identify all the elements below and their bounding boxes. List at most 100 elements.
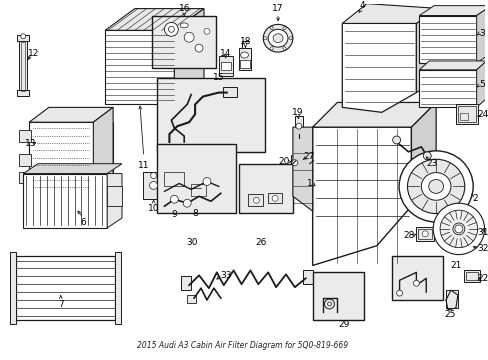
- Text: 14: 14: [220, 49, 231, 58]
- Text: 10: 10: [147, 204, 159, 213]
- Circle shape: [272, 195, 278, 201]
- Circle shape: [183, 199, 191, 207]
- Bar: [107, 186, 122, 206]
- Text: 4: 4: [359, 1, 364, 10]
- Text: 7: 7: [58, 301, 63, 310]
- Bar: [391, 256, 442, 300]
- Bar: [238, 48, 251, 70]
- Bar: [465, 273, 477, 280]
- Ellipse shape: [180, 23, 188, 28]
- Bar: [19, 130, 31, 142]
- Polygon shape: [419, 61, 486, 70]
- Polygon shape: [342, 4, 440, 23]
- Bar: [10, 252, 16, 324]
- Ellipse shape: [398, 151, 472, 222]
- Ellipse shape: [263, 24, 292, 52]
- Text: 16: 16: [178, 4, 189, 13]
- Polygon shape: [419, 6, 488, 15]
- Bar: [238, 164, 292, 213]
- Text: 9: 9: [171, 210, 177, 219]
- Text: 1: 1: [306, 179, 312, 188]
- Bar: [218, 56, 232, 76]
- Polygon shape: [23, 164, 122, 174]
- Bar: [181, 276, 191, 290]
- Text: 23: 23: [426, 159, 437, 168]
- Ellipse shape: [432, 203, 484, 255]
- Ellipse shape: [273, 34, 283, 43]
- Circle shape: [164, 22, 178, 36]
- Bar: [164, 172, 184, 186]
- Text: 24: 24: [476, 110, 487, 119]
- Bar: [19, 172, 31, 184]
- Ellipse shape: [240, 52, 248, 58]
- Bar: [445, 290, 457, 308]
- Text: 30: 30: [186, 238, 198, 247]
- Text: 5: 5: [479, 80, 485, 89]
- Text: 17: 17: [272, 4, 283, 13]
- Bar: [187, 295, 196, 303]
- Bar: [167, 175, 182, 196]
- Bar: [297, 159, 307, 165]
- Bar: [459, 113, 467, 120]
- Circle shape: [149, 181, 157, 189]
- Bar: [21, 42, 25, 91]
- Bar: [29, 122, 113, 192]
- Text: 8: 8: [192, 208, 198, 217]
- Bar: [220, 62, 230, 70]
- Text: 25: 25: [444, 310, 455, 319]
- Ellipse shape: [407, 159, 464, 213]
- Circle shape: [291, 160, 297, 166]
- Bar: [19, 38, 27, 93]
- Ellipse shape: [267, 30, 287, 47]
- Circle shape: [454, 225, 462, 233]
- Bar: [156, 144, 235, 213]
- Polygon shape: [416, 9, 440, 93]
- Polygon shape: [312, 103, 435, 127]
- Polygon shape: [174, 9, 203, 104]
- Circle shape: [195, 44, 203, 52]
- Circle shape: [20, 34, 25, 39]
- Bar: [248, 194, 263, 206]
- Circle shape: [422, 231, 427, 237]
- Polygon shape: [476, 61, 486, 107]
- Text: 6: 6: [81, 219, 86, 228]
- Circle shape: [396, 290, 402, 296]
- Text: 3: 3: [479, 29, 485, 38]
- Circle shape: [412, 280, 419, 286]
- Text: 26: 26: [255, 238, 266, 247]
- Text: 31: 31: [476, 228, 488, 237]
- Bar: [416, 227, 433, 241]
- Circle shape: [327, 302, 331, 306]
- Text: 15: 15: [213, 73, 224, 82]
- Bar: [19, 154, 31, 166]
- Text: 2015 Audi A3 Cabin Air Filter Diagram for 5Q0-819-669: 2015 Audi A3 Cabin Air Filter Diagram fo…: [137, 341, 347, 350]
- Polygon shape: [29, 107, 113, 122]
- Bar: [457, 107, 475, 122]
- Text: 2: 2: [471, 194, 476, 203]
- Bar: [23, 174, 107, 228]
- Ellipse shape: [439, 210, 477, 248]
- Bar: [294, 116, 302, 130]
- Polygon shape: [410, 103, 435, 206]
- Circle shape: [295, 123, 301, 129]
- Bar: [142, 172, 164, 199]
- Text: 27: 27: [303, 152, 314, 161]
- Bar: [290, 155, 298, 167]
- Circle shape: [150, 172, 156, 179]
- Bar: [455, 104, 477, 124]
- Polygon shape: [476, 6, 488, 63]
- Bar: [16, 256, 115, 320]
- Bar: [295, 157, 309, 167]
- Polygon shape: [312, 127, 410, 265]
- Polygon shape: [342, 23, 416, 112]
- Bar: [169, 176, 180, 184]
- Bar: [239, 60, 250, 68]
- Bar: [156, 78, 264, 152]
- Text: 32: 32: [476, 244, 487, 253]
- Bar: [463, 270, 479, 282]
- Bar: [195, 190, 198, 196]
- Bar: [419, 15, 476, 63]
- Circle shape: [423, 152, 430, 160]
- Text: 20: 20: [278, 157, 289, 166]
- Text: 29: 29: [338, 320, 349, 329]
